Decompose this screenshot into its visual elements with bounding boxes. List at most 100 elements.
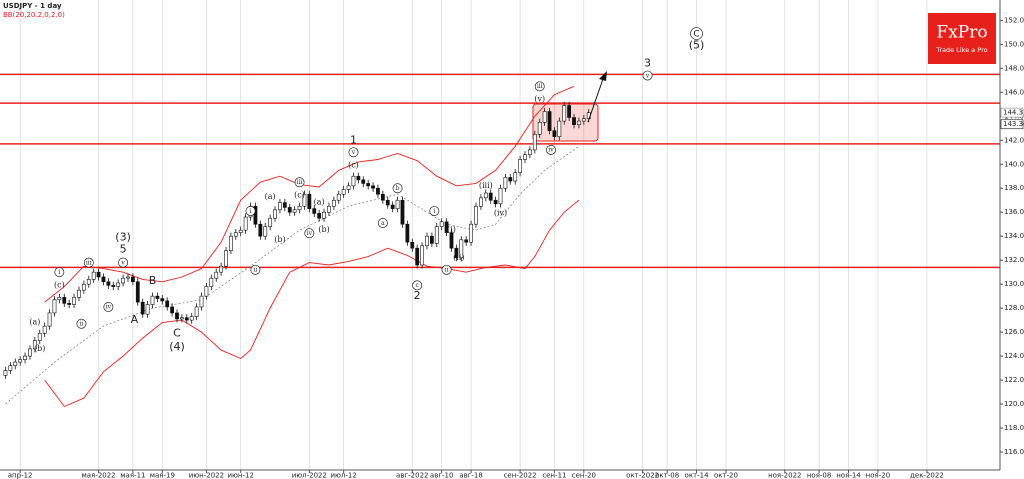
candle-body (523, 154, 527, 160)
candle-body (47, 312, 52, 327)
candle-body (170, 306, 175, 314)
candle-body (429, 235, 434, 244)
candle-body (380, 193, 385, 201)
candle-body (493, 199, 498, 205)
candle-body (8, 365, 13, 371)
annotation: (iii) (479, 181, 493, 190)
x-tick-label: авг-2022 (396, 472, 428, 479)
annotation: v (120, 259, 125, 266)
annotation: ii (80, 321, 84, 328)
annotation-circle (245, 206, 256, 216)
annotation: (5) (689, 39, 705, 52)
candle-body (106, 281, 111, 286)
candle-body (547, 111, 552, 131)
candle-body (503, 177, 508, 189)
candle-body (81, 283, 86, 291)
y-tick-label: 152.00 (1004, 16, 1024, 24)
candle-body (189, 316, 194, 321)
candle-body (317, 213, 322, 219)
grid (19, 0, 928, 470)
arrow-head (599, 71, 607, 81)
candle-body (101, 276, 106, 283)
annotation: c (415, 282, 419, 289)
candle-body (184, 317, 189, 321)
x-tick-label: дек-2022 (910, 472, 944, 479)
y-tick-label: 134.00 (1004, 232, 1024, 240)
candle-body (278, 202, 282, 211)
candle-body (282, 202, 287, 208)
candle-body (513, 172, 518, 182)
candle-body (130, 276, 135, 283)
x-tick-label: окт-08 (655, 472, 679, 479)
x-tick-label: мая-2022 (82, 472, 116, 479)
candle-body (454, 247, 459, 259)
x-tick-label: июн-12 (227, 472, 253, 479)
candle-body (243, 216, 248, 231)
candle-body (229, 235, 233, 251)
logo-tagline: Trade Like a Pro (935, 46, 987, 54)
candle-body (86, 279, 91, 285)
chart-subtitle: BB(20,20.2,0,2.0) (3, 11, 65, 19)
annotation-circle (642, 70, 653, 81)
candle-body (204, 286, 209, 297)
candle-body (459, 239, 464, 259)
candle-body (268, 217, 273, 227)
candle-body (420, 245, 424, 266)
candle-body (32, 340, 37, 350)
candle-body (165, 300, 170, 308)
candle-body (42, 325, 47, 334)
candle-body (395, 199, 400, 209)
y-tick-label: 140.00 (1004, 160, 1024, 168)
candle-body (292, 209, 297, 213)
y-tick-label: 118.00 (1004, 424, 1024, 432)
candles (3, 101, 591, 379)
candle-body (263, 226, 268, 237)
x-tick-label: ноя-20 (866, 472, 891, 479)
annotation: 5 (120, 242, 127, 255)
candle-body (572, 117, 576, 125)
candle-body (557, 120, 562, 137)
y-tick-label: 120.00 (1004, 400, 1024, 408)
candle-body (209, 277, 214, 287)
candle-body (341, 189, 346, 195)
y-tick-label: 130.00 (1004, 280, 1024, 288)
annotation: (4) (169, 340, 185, 353)
x-tick-label: окт-2022 (626, 472, 659, 479)
logo-name: FxPro (936, 23, 987, 43)
y-tick-label: 128.00 (1004, 304, 1024, 312)
annotation-circle (54, 267, 65, 278)
x-tick-label: мая-19 (150, 472, 175, 479)
annotation: (v) (534, 95, 545, 104)
annotation: ii (254, 267, 258, 274)
y-tick-label: 124.00 (1004, 352, 1024, 360)
candle-body (199, 295, 204, 308)
annotation: (i) (447, 225, 456, 234)
candle-body (180, 317, 184, 320)
candle-body (552, 130, 557, 137)
annotation: (ii) (453, 253, 464, 262)
x-tick-label: июл-12 (330, 472, 356, 479)
y-tick-label: 122.00 (1004, 376, 1024, 384)
candle-body (371, 185, 375, 189)
annotation-circle (250, 264, 261, 275)
annotation: B (149, 274, 157, 287)
candle-body (62, 297, 67, 304)
annotation-circle (546, 144, 556, 155)
candle-body (175, 312, 179, 320)
annotation: (c) (348, 160, 359, 169)
candle-body (410, 241, 415, 249)
x-tick-label: сен-11 (542, 472, 566, 479)
annotation-circle (76, 318, 87, 329)
price-tag-label: 144.31 (1003, 109, 1024, 117)
candle-body (18, 359, 23, 363)
annotation: (iv) (494, 208, 507, 217)
annotation: C (173, 326, 181, 339)
y-tick-label: 126.00 (1004, 328, 1024, 336)
candle-body (327, 205, 331, 213)
candle-body (474, 205, 478, 225)
levels (0, 73, 1000, 269)
candle-body (37, 333, 42, 341)
annotation: v (645, 72, 650, 79)
candle-body (238, 229, 243, 233)
annotation: iii (86, 259, 92, 266)
